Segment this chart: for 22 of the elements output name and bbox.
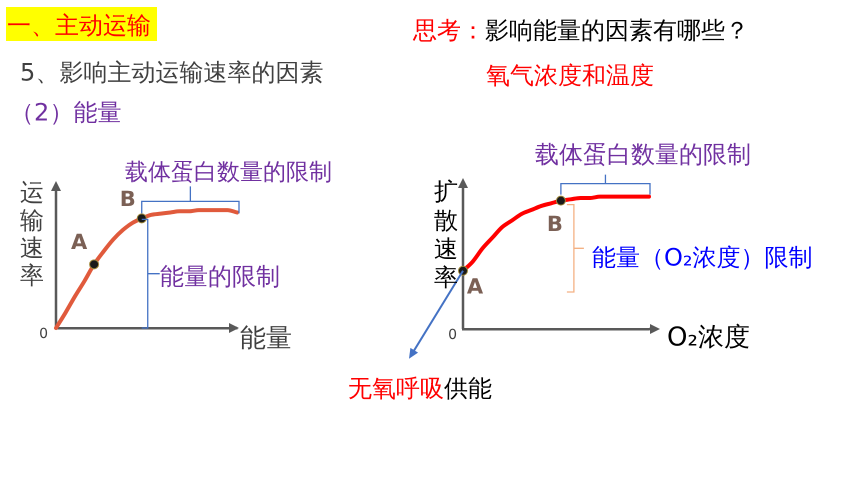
y-axis-title: 运输速率 bbox=[20, 178, 44, 290]
text: 氧气浓度和温度 bbox=[486, 62, 654, 90]
text: 载体蛋白数量的限制 bbox=[535, 140, 751, 169]
text: 0 bbox=[39, 326, 48, 342]
text: 无氧呼吸 bbox=[348, 374, 444, 403]
annotation: B bbox=[546, 212, 563, 236]
chart-subtitle: 5、影响主动运输速率的因素 bbox=[20, 58, 324, 87]
text: 影响能量的因素有哪些？ bbox=[485, 16, 749, 45]
text: 思考： bbox=[412, 16, 485, 45]
text: 载体蛋白数量的限制 bbox=[125, 159, 332, 186]
text: 供能 bbox=[444, 374, 492, 403]
annotation: B bbox=[120, 186, 136, 211]
chart-title: 一、主动运输 bbox=[7, 12, 151, 40]
text: （2）能量 bbox=[10, 98, 122, 127]
text: 0 bbox=[448, 327, 457, 344]
annotation: 能量的限制 bbox=[160, 262, 280, 291]
annotation: A bbox=[70, 230, 88, 254]
x-axis-title: 能量 bbox=[240, 323, 292, 354]
annotation: A bbox=[466, 274, 484, 298]
y-axis-title: 扩散速率 bbox=[434, 178, 458, 292]
x-axis-title: O₂浓度 bbox=[667, 322, 750, 352]
annotation: 能量（O₂浓度）限制 bbox=[592, 244, 813, 272]
